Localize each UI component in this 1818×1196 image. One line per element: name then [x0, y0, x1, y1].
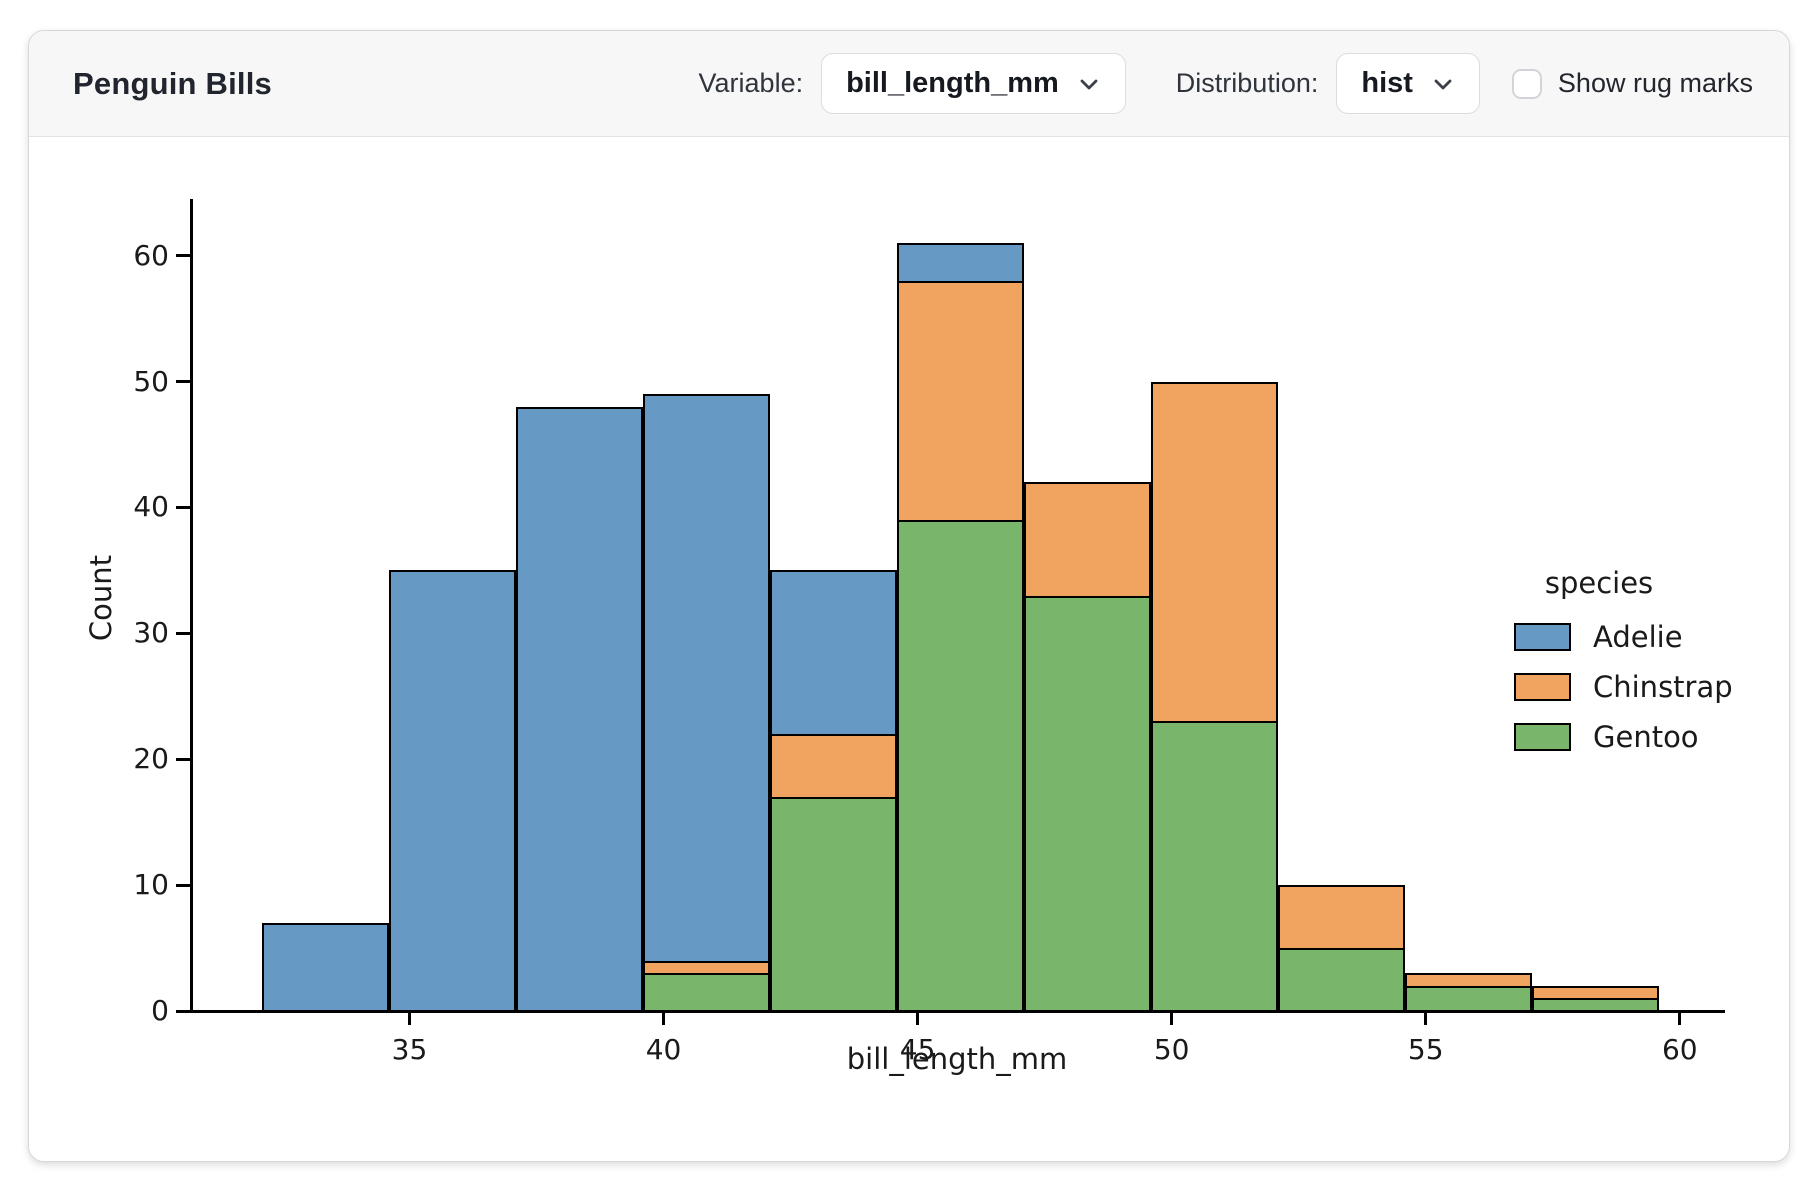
bar-segment — [897, 520, 1025, 1011]
bar-segment — [1532, 998, 1660, 1011]
legend: species Adelie Chinstrap Gentoo — [1479, 565, 1779, 770]
rug-marks-label: Show rug marks — [1557, 68, 1753, 98]
x-tick-mark — [1170, 1013, 1174, 1025]
bar-segment — [1151, 381, 1279, 722]
y-tick-mark — [176, 631, 190, 635]
bar-segment — [897, 243, 1025, 281]
legend-item: Chinstrap — [1479, 670, 1779, 704]
x-tick-mark — [662, 1013, 666, 1025]
y-tick-mark — [176, 883, 190, 887]
bar-segment — [1278, 948, 1406, 1011]
bar-segment — [770, 796, 898, 1011]
legend-label: Chinstrap — [1593, 670, 1733, 704]
x-tick-mark — [916, 1013, 920, 1025]
x-axis-line — [189, 1010, 1725, 1013]
x-tick-label: 35 — [391, 1033, 428, 1066]
bar-segment — [1024, 595, 1152, 1011]
variable-select-value: bill_length_mm — [846, 67, 1059, 99]
bar-segment — [643, 394, 771, 961]
y-tick-label: 0 — [151, 994, 169, 1027]
x-tick-label: 40 — [645, 1033, 682, 1066]
x-tick-mark — [407, 1013, 411, 1025]
penguin-bills-card: Penguin Bills Variable: bill_length_mm D… — [28, 30, 1790, 1162]
bar-segment — [1151, 721, 1279, 1011]
distribution-label: Distribution: — [1175, 68, 1319, 98]
page-title: Penguin Bills — [73, 65, 272, 101]
x-tick-label: 50 — [1153, 1033, 1190, 1066]
legend-swatch-icon — [1514, 673, 1571, 701]
legend-label: Gentoo — [1593, 720, 1699, 754]
bar-segment — [516, 406, 644, 1011]
y-tick-mark — [176, 505, 190, 509]
variable-label: Variable: — [698, 68, 804, 98]
x-tick-mark — [1424, 1013, 1428, 1025]
y-tick-label: 60 — [133, 238, 169, 272]
bar-segment — [1532, 985, 1660, 999]
bar-segment — [1405, 985, 1533, 1011]
y-tick-label: 50 — [133, 364, 169, 398]
legend-item: Adelie — [1479, 620, 1779, 654]
bar-segment — [643, 973, 771, 1011]
legend-swatch-icon — [1514, 623, 1571, 651]
y-tick-mark — [176, 254, 190, 258]
bar-segment — [389, 570, 517, 1011]
bar-segment — [897, 280, 1025, 521]
x-tick-mark — [1678, 1013, 1682, 1025]
bar-segment — [1405, 973, 1533, 986]
y-axis-line — [189, 199, 193, 1013]
x-tick-label: 60 — [1661, 1033, 1698, 1066]
distribution-select-value: hist — [1361, 67, 1413, 99]
x-tick-label: 55 — [1407, 1033, 1444, 1066]
y-tick-mark — [176, 380, 190, 384]
legend-label: Adelie — [1593, 620, 1683, 654]
x-tick-label: 45 — [899, 1033, 936, 1066]
x-axis-title: bill_length_mm — [846, 1042, 1068, 1076]
chevron-down-icon — [1431, 72, 1455, 96]
legend-swatch-icon — [1514, 723, 1571, 751]
y-tick-label: 30 — [133, 616, 169, 650]
header-controls: Variable: bill_length_mm Distribution: h… — [699, 53, 1753, 114]
y-tick-mark — [176, 757, 190, 761]
bar-segment — [770, 570, 898, 735]
bar-segment — [770, 734, 898, 797]
variable-select[interactable]: bill_length_mm — [821, 53, 1126, 114]
y-tick-mark — [176, 1009, 190, 1013]
bar-segment — [1278, 885, 1406, 949]
distribution-select[interactable]: hist — [1336, 53, 1480, 114]
y-axis-title: Count — [84, 554, 118, 642]
bar-segment — [643, 960, 771, 974]
rug-marks-checkbox[interactable] — [1511, 68, 1542, 99]
histogram-plot: 0 10 20 30 40 50 60 35 40 45 50 55 60 bill_length_mm C… — [29, 137, 1789, 1161]
legend-title: species — [1544, 566, 1654, 600]
card-header: Penguin Bills Variable: bill_length_mm D… — [29, 31, 1789, 137]
y-tick-label: 40 — [133, 490, 169, 524]
legend-item: Gentoo — [1479, 720, 1779, 754]
rug-marks-toggle: Show rug marks — [1511, 68, 1753, 99]
chevron-down-icon — [1077, 72, 1101, 96]
y-tick-label: 10 — [133, 868, 169, 902]
y-tick-label: 20 — [133, 742, 169, 776]
bar-segment — [262, 922, 390, 1011]
bar-segment — [1024, 482, 1152, 596]
